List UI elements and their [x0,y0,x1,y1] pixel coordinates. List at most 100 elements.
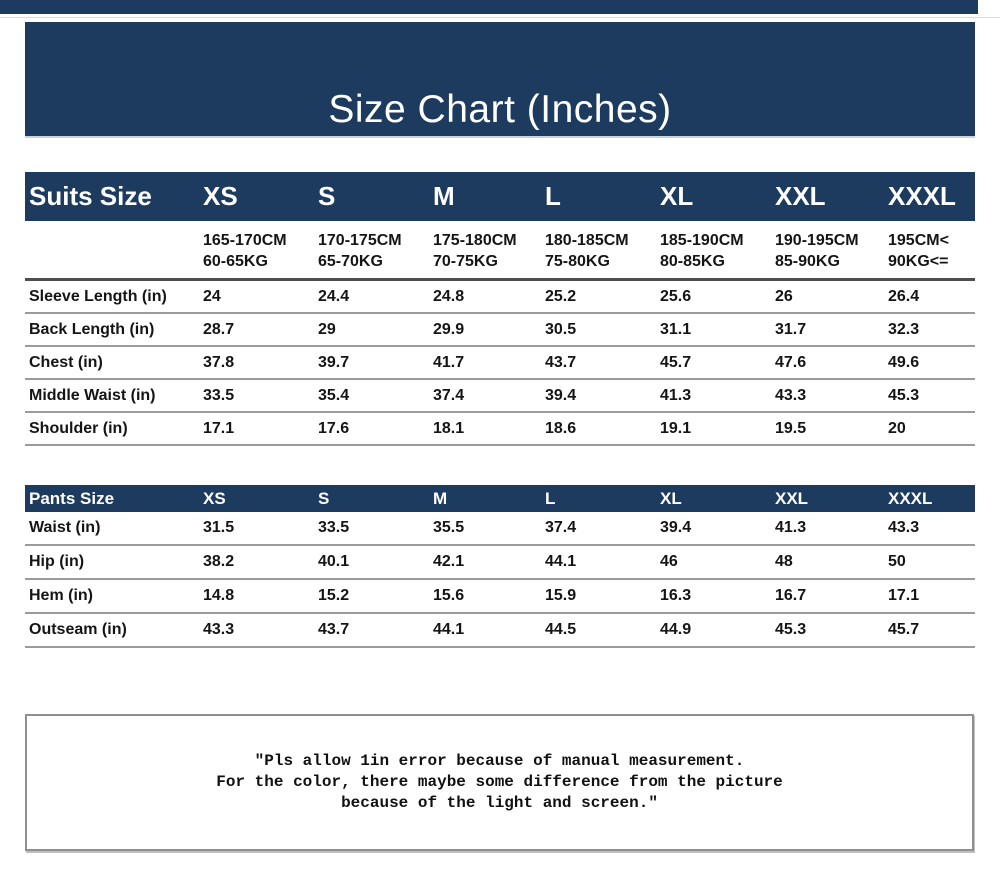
row-label: Hip (in) [25,545,203,580]
range-cell: 185-190CM 80-85KG [660,221,775,281]
cell: 19.1 [660,412,775,446]
cell: 44.5 [545,613,660,648]
cell: 24 [203,279,318,314]
row-label: Shoulder (in) [25,412,203,446]
note-line: For the color, there maybe some differen… [216,773,783,791]
cell: 26.4 [888,279,975,314]
note-line: ″Pls allow 1in error because of manual m… [254,752,745,770]
measurement-note-box: ″Pls allow 1in error because of manual m… [25,714,974,851]
pants-table-title: Pants Size [25,485,203,512]
range-cell: 195CM< 90KG<= [888,221,975,281]
cell: 18.1 [433,412,545,446]
height-range: 170-175CM [318,232,402,249]
divider-line [0,17,1000,18]
cell: 25.6 [660,279,775,314]
weight-range: 90KG<= [888,253,949,270]
cell: 32.3 [888,313,975,347]
pants-col-header-m: M [433,485,545,512]
cell: 16.3 [660,579,775,614]
table-row: Shoulder (in) 17.1 17.6 18.1 18.6 19.1 1… [25,412,975,446]
range-cell: 165-170CM 60-65KG [203,221,318,281]
cell: 50 [888,545,975,580]
pants-col-header-xxl: XXL [775,485,888,512]
row-label: Back Length (in) [25,313,203,347]
cell: 43.7 [545,346,660,380]
height-range: 180-185CM [545,232,629,249]
table-row: Middle Waist (in) 33.5 35.4 37.4 39.4 41… [25,379,975,413]
suits-table-title: Suits Size [25,172,203,221]
cell: 25.2 [545,279,660,314]
cell: 43.7 [318,613,433,648]
cell: 29.9 [433,313,545,347]
pants-size-table: Pants Size XS S M L XL XXL XXXL Waist (i… [25,485,975,648]
cell: 37.4 [545,512,660,546]
cell: 16.7 [775,579,888,614]
cell: 39.4 [660,512,775,546]
cell: 47.6 [775,346,888,380]
weight-range: 75-80KG [545,253,610,270]
cell: 44.9 [660,613,775,648]
table-row: Chest (in) 37.8 39.7 41.7 43.7 45.7 47.6… [25,346,975,380]
suits-col-header-xs: XS [203,172,318,221]
cell: 15.2 [318,579,433,614]
cell: 41.3 [660,379,775,413]
range-cell: 175-180CM 70-75KG [433,221,545,281]
pants-col-header-xxxl: XXXL [888,485,975,512]
suits-header-row: Suits Size XS S M L XL XXL XXXL [25,172,975,221]
cell: 43.3 [888,512,975,546]
cell: 33.5 [203,379,318,413]
cell: 35.4 [318,379,433,413]
cell: 17.1 [888,579,975,614]
page-title: Size Chart (Inches) [328,88,672,131]
range-cell: 180-185CM 75-80KG [545,221,660,281]
suits-size-table: Suits Size XS S M L XL XXL XXXL 165-170C… [25,172,975,446]
pants-col-header-xs: XS [203,485,318,512]
cell: 28.7 [203,313,318,347]
cell: 24.8 [433,279,545,314]
table-row: Outseam (in) 43.3 43.7 44.1 44.5 44.9 45… [25,613,975,648]
cell: 31.1 [660,313,775,347]
weight-range: 85-90KG [775,253,840,270]
cell: 49.6 [888,346,975,380]
cell: 17.6 [318,412,433,446]
cell: 37.8 [203,346,318,380]
suits-col-header-s: S [318,172,433,221]
cell: 30.5 [545,313,660,347]
height-range: 190-195CM [775,232,859,249]
suits-col-header-xxl: XXL [775,172,888,221]
cell: 19.5 [775,412,888,446]
height-weight-range-row: 165-170CM 60-65KG 170-175CM 65-70KG 175-… [25,221,975,281]
row-label: Outseam (in) [25,613,203,648]
row-label: Sleeve Length (in) [25,279,203,314]
cell: 42.1 [433,545,545,580]
pants-col-header-l: L [545,485,660,512]
cell: 15.6 [433,579,545,614]
cell: 39.4 [545,379,660,413]
height-range: 165-170CM [203,232,287,249]
cell: 43.3 [203,613,318,648]
cell: 45.7 [888,613,975,648]
suits-col-header-xxxl: XXXL [888,172,975,221]
cell: 39.7 [318,346,433,380]
table-row: Hem (in) 14.8 15.2 15.6 15.9 16.3 16.7 1… [25,579,975,614]
title-banner: Size Chart (Inches) [25,22,975,138]
cell: 20 [888,412,975,446]
cell: 41.3 [775,512,888,546]
cell: 41.7 [433,346,545,380]
cell: 44.1 [545,545,660,580]
cell: 31.5 [203,512,318,546]
cell: 43.3 [775,379,888,413]
height-range: 175-180CM [433,232,517,249]
range-cell: 170-175CM 65-70KG [318,221,433,281]
table-row: Back Length (in) 28.7 29 29.9 30.5 31.1 … [25,313,975,347]
range-cell: 190-195CM 85-90KG [775,221,888,281]
top-banner-strip [0,0,978,14]
cell: 40.1 [318,545,433,580]
table-row: Sleeve Length (in) 24 24.4 24.8 25.2 25.… [25,279,975,314]
cell: 24.4 [318,279,433,314]
suits-col-header-l: L [545,172,660,221]
cell: 45.7 [660,346,775,380]
cell: 45.3 [888,379,975,413]
measurement-note: ″Pls allow 1in error because of manual m… [216,751,783,814]
cell: 15.9 [545,579,660,614]
